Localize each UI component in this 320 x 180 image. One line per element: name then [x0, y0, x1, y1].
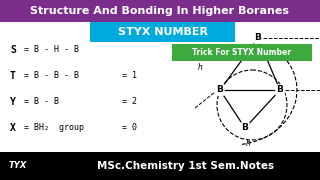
- Text: STYX NUMBER: STYX NUMBER: [117, 27, 207, 37]
- Text: = B - B: = B - B: [24, 98, 59, 107]
- Text: = B - B - B: = B - B - B: [24, 71, 79, 80]
- Text: B: B: [255, 33, 261, 42]
- Text: Structure And Bonding In Higher Boranes: Structure And Bonding In Higher Boranes: [30, 6, 290, 16]
- Text: = 0: = 0: [122, 123, 137, 132]
- Text: = B - H - B: = B - H - B: [24, 46, 79, 55]
- Bar: [172, 44, 312, 61]
- Text: = 2: = 2: [122, 98, 137, 107]
- Bar: [0, 0, 320, 22]
- Text: h: h: [245, 138, 251, 147]
- Text: MSc.Chemistry 1st Sem.Notes: MSc.Chemistry 1st Sem.Notes: [97, 161, 274, 171]
- Text: Trick For STYX Number: Trick For STYX Number: [193, 48, 292, 57]
- Text: = 1: = 1: [122, 71, 137, 80]
- Text: X: X: [10, 123, 16, 133]
- Text: B: B: [242, 123, 248, 132]
- Text: S: S: [10, 45, 16, 55]
- Bar: [90, 22, 235, 42]
- Text: TYX: TYX: [9, 161, 27, 170]
- Text: = BH₂  group: = BH₂ group: [24, 123, 84, 132]
- Text: B: B: [276, 86, 284, 94]
- Text: Y: Y: [10, 97, 16, 107]
- Text: T: T: [10, 71, 16, 81]
- Text: B: B: [217, 86, 223, 94]
- Bar: [0, 152, 320, 180]
- Text: h: h: [197, 64, 203, 73]
